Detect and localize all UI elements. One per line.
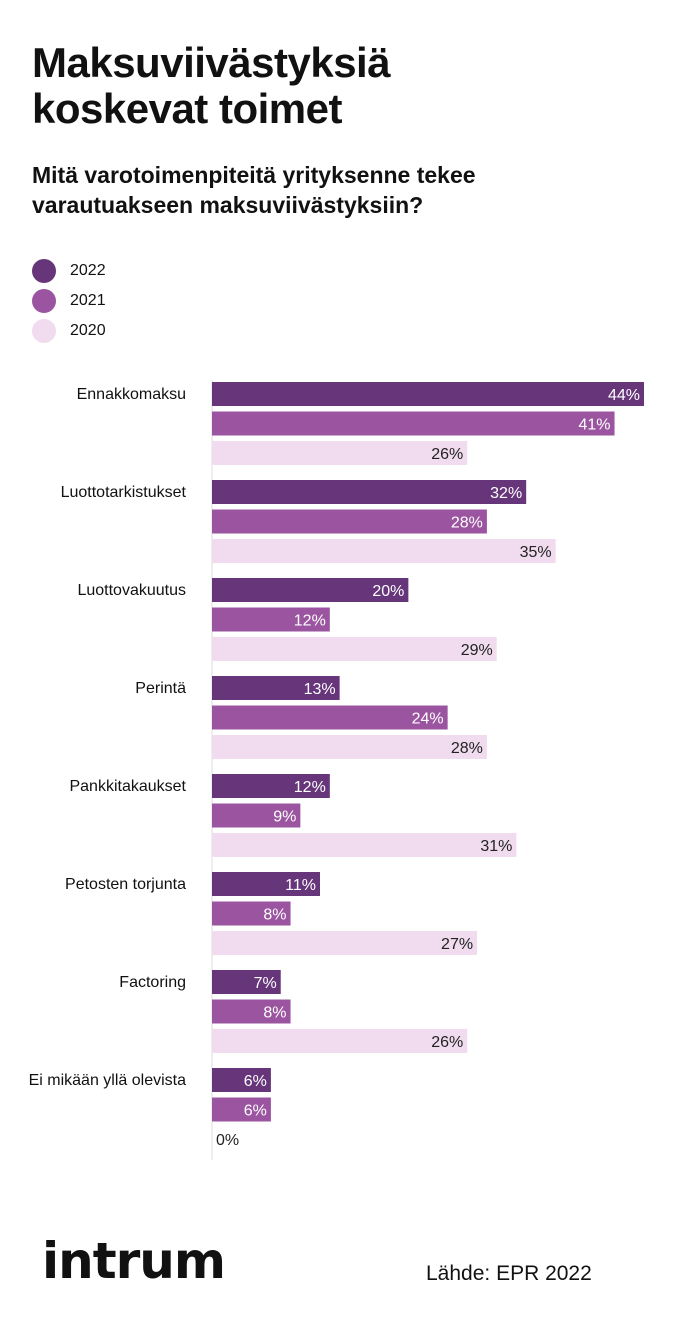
chart-title: Maksuviivästyksiä koskevat toimet [32, 39, 391, 132]
bar-value-label: 12% [294, 779, 326, 796]
category-label: Luottovakuutus [77, 582, 186, 599]
legend-swatch-2020 [32, 319, 56, 343]
bar [212, 1097, 271, 1122]
bar [212, 999, 291, 1024]
bar-value-label: 28% [451, 515, 483, 532]
bar-chart: Ennakkomaksu 44% 41% 26% Luottotarkistukset 3… [29, 380, 644, 1160]
bar-value-label: 13% [304, 681, 336, 698]
bar-value-label: 8% [263, 907, 286, 924]
bar-value-label: 6% [244, 1073, 267, 1090]
bar [212, 774, 330, 798]
category-label: Pankkitakaukset [69, 778, 186, 795]
bar [212, 705, 448, 730]
bar-value-label: 0% [216, 1132, 239, 1149]
bar-value-label: 12% [294, 613, 326, 630]
legend-label-2022: 2022 [70, 262, 106, 279]
bar-value-label: 32% [490, 485, 522, 502]
legend-item-2022: 2022 [32, 256, 106, 286]
bar [212, 931, 478, 955]
source-note: Lähde: EPR 2022 [426, 1262, 592, 1285]
category-label: Perintä [135, 680, 186, 697]
bar-value-label: 44% [608, 387, 640, 404]
bar-value-label: 24% [412, 711, 444, 728]
legend-label-2021: 2021 [70, 292, 106, 309]
bar [212, 803, 301, 828]
bar [212, 411, 615, 436]
bar-value-label: 35% [520, 544, 552, 561]
bar [212, 382, 644, 406]
chart-subtitle: Mitä varotoimenpiteitä yrityksenne tekee… [32, 162, 476, 218]
bar [212, 970, 281, 994]
bar-value-label: 26% [431, 1034, 463, 1051]
bar [212, 539, 556, 563]
bar [212, 1068, 271, 1092]
bar-value-label: 28% [451, 740, 483, 757]
bar-value-label: 27% [441, 936, 473, 953]
bar-value-label: 26% [431, 446, 463, 463]
bar [212, 607, 330, 632]
legend-swatch-2022 [32, 259, 56, 283]
legend-item-2021: 2021 [32, 286, 106, 316]
category-label: Ennakkomaksu [77, 386, 186, 403]
bar [212, 1029, 468, 1053]
legend-swatch-2021 [32, 289, 56, 313]
bar [212, 509, 487, 534]
bar-value-label: 29% [461, 642, 493, 659]
bar-value-label: 6% [244, 1103, 267, 1120]
bar-value-label: 41% [579, 417, 611, 434]
intrum-logo: intrum [42, 1232, 226, 1290]
bar [212, 637, 497, 661]
bar-value-label: 11% [285, 877, 316, 894]
bar [212, 441, 468, 465]
bar [212, 676, 340, 700]
bar [212, 901, 291, 926]
bar [212, 735, 487, 759]
bar [212, 480, 527, 504]
bar [212, 578, 409, 602]
legend-label-2020: 2020 [70, 322, 106, 339]
legend-item-2020: 2020 [32, 316, 106, 346]
legend: 2022 2021 2020 [32, 256, 106, 346]
category-label: Petosten torjunta [65, 876, 186, 893]
bar-value-label: 20% [372, 583, 404, 600]
category-label: Ei mikään yllä olevista [29, 1072, 187, 1089]
bar [212, 833, 517, 857]
bar-value-label: 7% [254, 975, 277, 992]
bar-value-label: 31% [480, 838, 512, 855]
bar [212, 872, 320, 896]
bar-value-label: 9% [273, 809, 296, 826]
category-label: Factoring [119, 974, 186, 991]
category-label: Luottotarkistukset [61, 484, 187, 501]
bar-value-label: 8% [263, 1005, 286, 1022]
